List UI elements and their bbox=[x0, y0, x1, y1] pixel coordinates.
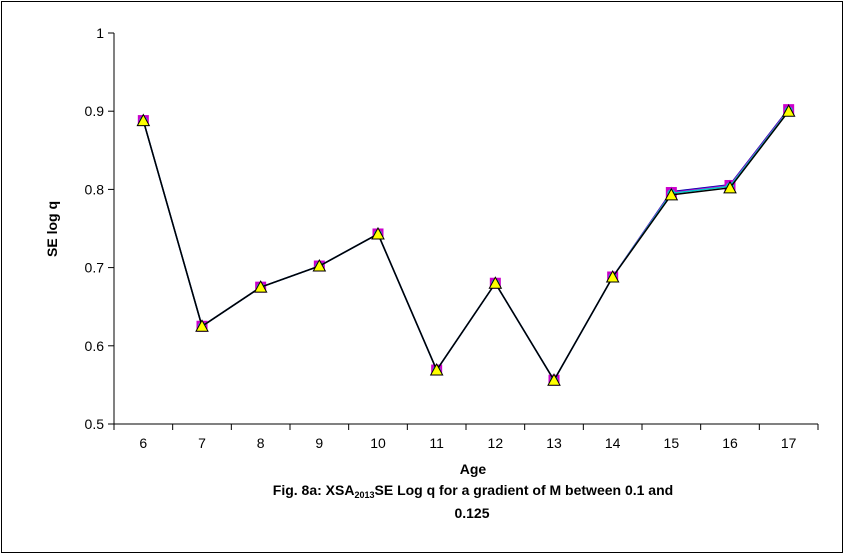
series-line bbox=[142, 109, 790, 382]
data-point bbox=[312, 258, 327, 272]
x-axis-title: Age bbox=[460, 461, 487, 477]
x-tick-label: 13 bbox=[546, 435, 562, 451]
series-line bbox=[142, 108, 790, 382]
caption-suffix: SE Log q for a gradient of M between 0.1… bbox=[375, 482, 674, 498]
x-tick-label: 12 bbox=[488, 435, 504, 451]
x-tick-label: 8 bbox=[257, 435, 265, 451]
x-tick-label: 9 bbox=[315, 435, 323, 451]
series-line bbox=[142, 109, 790, 382]
y-tick-label: 0.6 bbox=[85, 338, 105, 354]
x-tick-label: 17 bbox=[781, 435, 797, 451]
data-point bbox=[371, 226, 385, 240]
data-point bbox=[488, 276, 503, 289]
series-1 bbox=[138, 103, 794, 386]
data-point bbox=[136, 113, 151, 127]
data-point bbox=[195, 319, 209, 332]
x-tick-label: 15 bbox=[664, 435, 680, 451]
y-tick-label: 1 bbox=[96, 25, 104, 41]
y-axis-title: SE log q bbox=[44, 201, 60, 257]
x-tick-label: 16 bbox=[722, 435, 738, 451]
figure-caption-line1: Fig. 8a: XSA2013SE Log q for a gradient … bbox=[273, 482, 673, 500]
y-tick-label: 0.9 bbox=[85, 103, 105, 119]
y-tick-label: 0.8 bbox=[85, 181, 105, 197]
data-point bbox=[664, 187, 679, 201]
x-tick-label: 14 bbox=[605, 435, 621, 451]
data-point bbox=[253, 280, 268, 293]
series-3 bbox=[139, 106, 793, 385]
series-line bbox=[142, 110, 790, 382]
series-4 bbox=[136, 104, 796, 386]
x-tick-label: 7 bbox=[198, 435, 206, 451]
data-point bbox=[723, 180, 737, 194]
data-point bbox=[781, 104, 796, 117]
y-tick-labels: 0.5 0.6 0.7 0.8 0.9 1 bbox=[85, 25, 105, 432]
data-point bbox=[429, 362, 444, 376]
y-tick-label: 0.7 bbox=[85, 260, 105, 276]
caption-prefix: Fig. 8a: XSA bbox=[273, 482, 355, 498]
x-tick-labels: 6 7 8 9 10 11 12 13 14 15 16 17 bbox=[139, 435, 796, 451]
caption-subscript: 2013 bbox=[354, 490, 374, 500]
data-point bbox=[605, 269, 620, 283]
series-group bbox=[136, 103, 796, 386]
x-tick-label: 6 bbox=[139, 435, 147, 451]
data-point bbox=[547, 373, 561, 386]
figure-caption-line2: 0.125 bbox=[454, 505, 489, 521]
x-tick-label: 10 bbox=[370, 435, 386, 451]
axes bbox=[108, 32, 819, 430]
y-tick-label: 0.5 bbox=[85, 416, 105, 432]
series-2 bbox=[137, 104, 795, 386]
x-tick-label: 11 bbox=[429, 435, 444, 451]
